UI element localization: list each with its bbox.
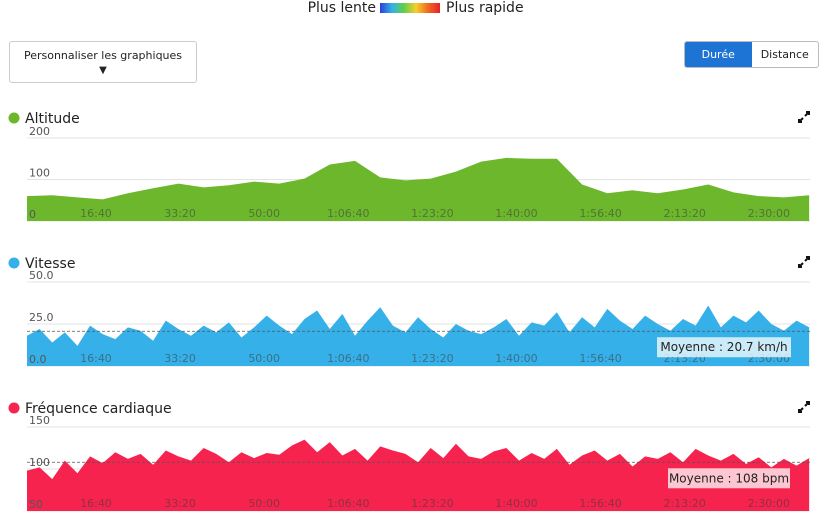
x-tick-label: 1:23:20	[411, 207, 453, 220]
expand-icon[interactable]	[798, 111, 810, 123]
chart-title: Altitude	[25, 111, 80, 127]
mean-label-box	[668, 468, 790, 489]
x-tick-label: 1:06:40	[327, 207, 369, 220]
area	[27, 305, 810, 366]
y-tick-label: 150	[29, 414, 50, 427]
toggle-duration[interactable]: Durée	[685, 42, 752, 67]
x-tick-label: 33:20	[164, 207, 196, 220]
mean-label-box	[657, 337, 791, 358]
toggle-distance[interactable]: Distance	[760, 48, 809, 61]
expand-icon[interactable]	[798, 256, 810, 268]
x-tick-label: 1:06:40	[327, 497, 369, 510]
x-tick-label: 1:56:40	[579, 207, 621, 220]
x-tick-label: 2:30:00	[748, 207, 790, 220]
expand-arrows	[798, 256, 810, 268]
title-dot	[8, 257, 20, 269]
area	[27, 439, 810, 511]
y-tick-label: 0	[29, 208, 36, 221]
mean-label: Moyenne : 108 bpm	[669, 471, 789, 485]
x-tick-label: 50:00	[248, 207, 280, 220]
mean-label: Moyenne : 20.7 km/h	[660, 340, 787, 354]
x-tick-label: 2:13:20	[663, 207, 705, 220]
y-tick-label: 50	[29, 498, 43, 511]
y-tick-label: 25.0	[29, 311, 54, 324]
legend-slow: Plus lente	[307, 0, 376, 16]
x-tick-label: 1:06:40	[327, 352, 369, 365]
x-tick-label: 2:30:00	[748, 497, 790, 510]
title-dot	[8, 402, 20, 414]
legend-gradient	[380, 3, 440, 13]
expand-arrows	[798, 111, 810, 123]
expand-icon[interactable]	[798, 401, 810, 413]
x-tick-label: 33:20	[164, 352, 196, 365]
x-tick-label: 33:20	[164, 497, 196, 510]
x-tick-label: 50:00	[248, 497, 280, 510]
chart-title: Vitesse	[25, 256, 75, 272]
y-tick-label: 50.0	[29, 269, 54, 282]
x-tick-label: 1:40:00	[495, 497, 537, 510]
x-tick-label: 2:13:20	[663, 497, 705, 510]
toggle: Durée Distance	[684, 41, 819, 68]
y-tick-label: 200	[29, 125, 50, 138]
x-tick-label: 1:40:00	[495, 207, 537, 220]
x-tick-label: 16:40	[80, 352, 112, 365]
title-dot	[8, 112, 20, 124]
y-tick-label: 0.0	[29, 353, 47, 366]
customize-button[interactable]: Personnaliser les graphiques ▼	[9, 41, 197, 83]
x-tick-label: 16:40	[80, 207, 112, 220]
x-tick-label: 16:40	[80, 497, 112, 510]
x-tick-label: 1:56:40	[579, 497, 621, 510]
x-tick-label: 1:40:00	[495, 352, 537, 365]
legend-fast: Plus rapide	[446, 0, 524, 16]
x-tick-label: 1:23:20	[411, 352, 453, 365]
chart-title: Fréquence cardiaque	[25, 401, 172, 417]
y-tick-label: 100	[29, 167, 50, 180]
x-tick-label: 1:56:40	[579, 352, 621, 365]
area	[27, 157, 810, 221]
expand-arrows	[798, 401, 810, 413]
x-tick-label: 50:00	[248, 352, 280, 365]
dropdown-arrow: ▼	[99, 65, 107, 76]
customize-label: Personnaliser les graphiques	[23, 49, 183, 62]
x-tick-label: 1:23:20	[411, 497, 453, 510]
